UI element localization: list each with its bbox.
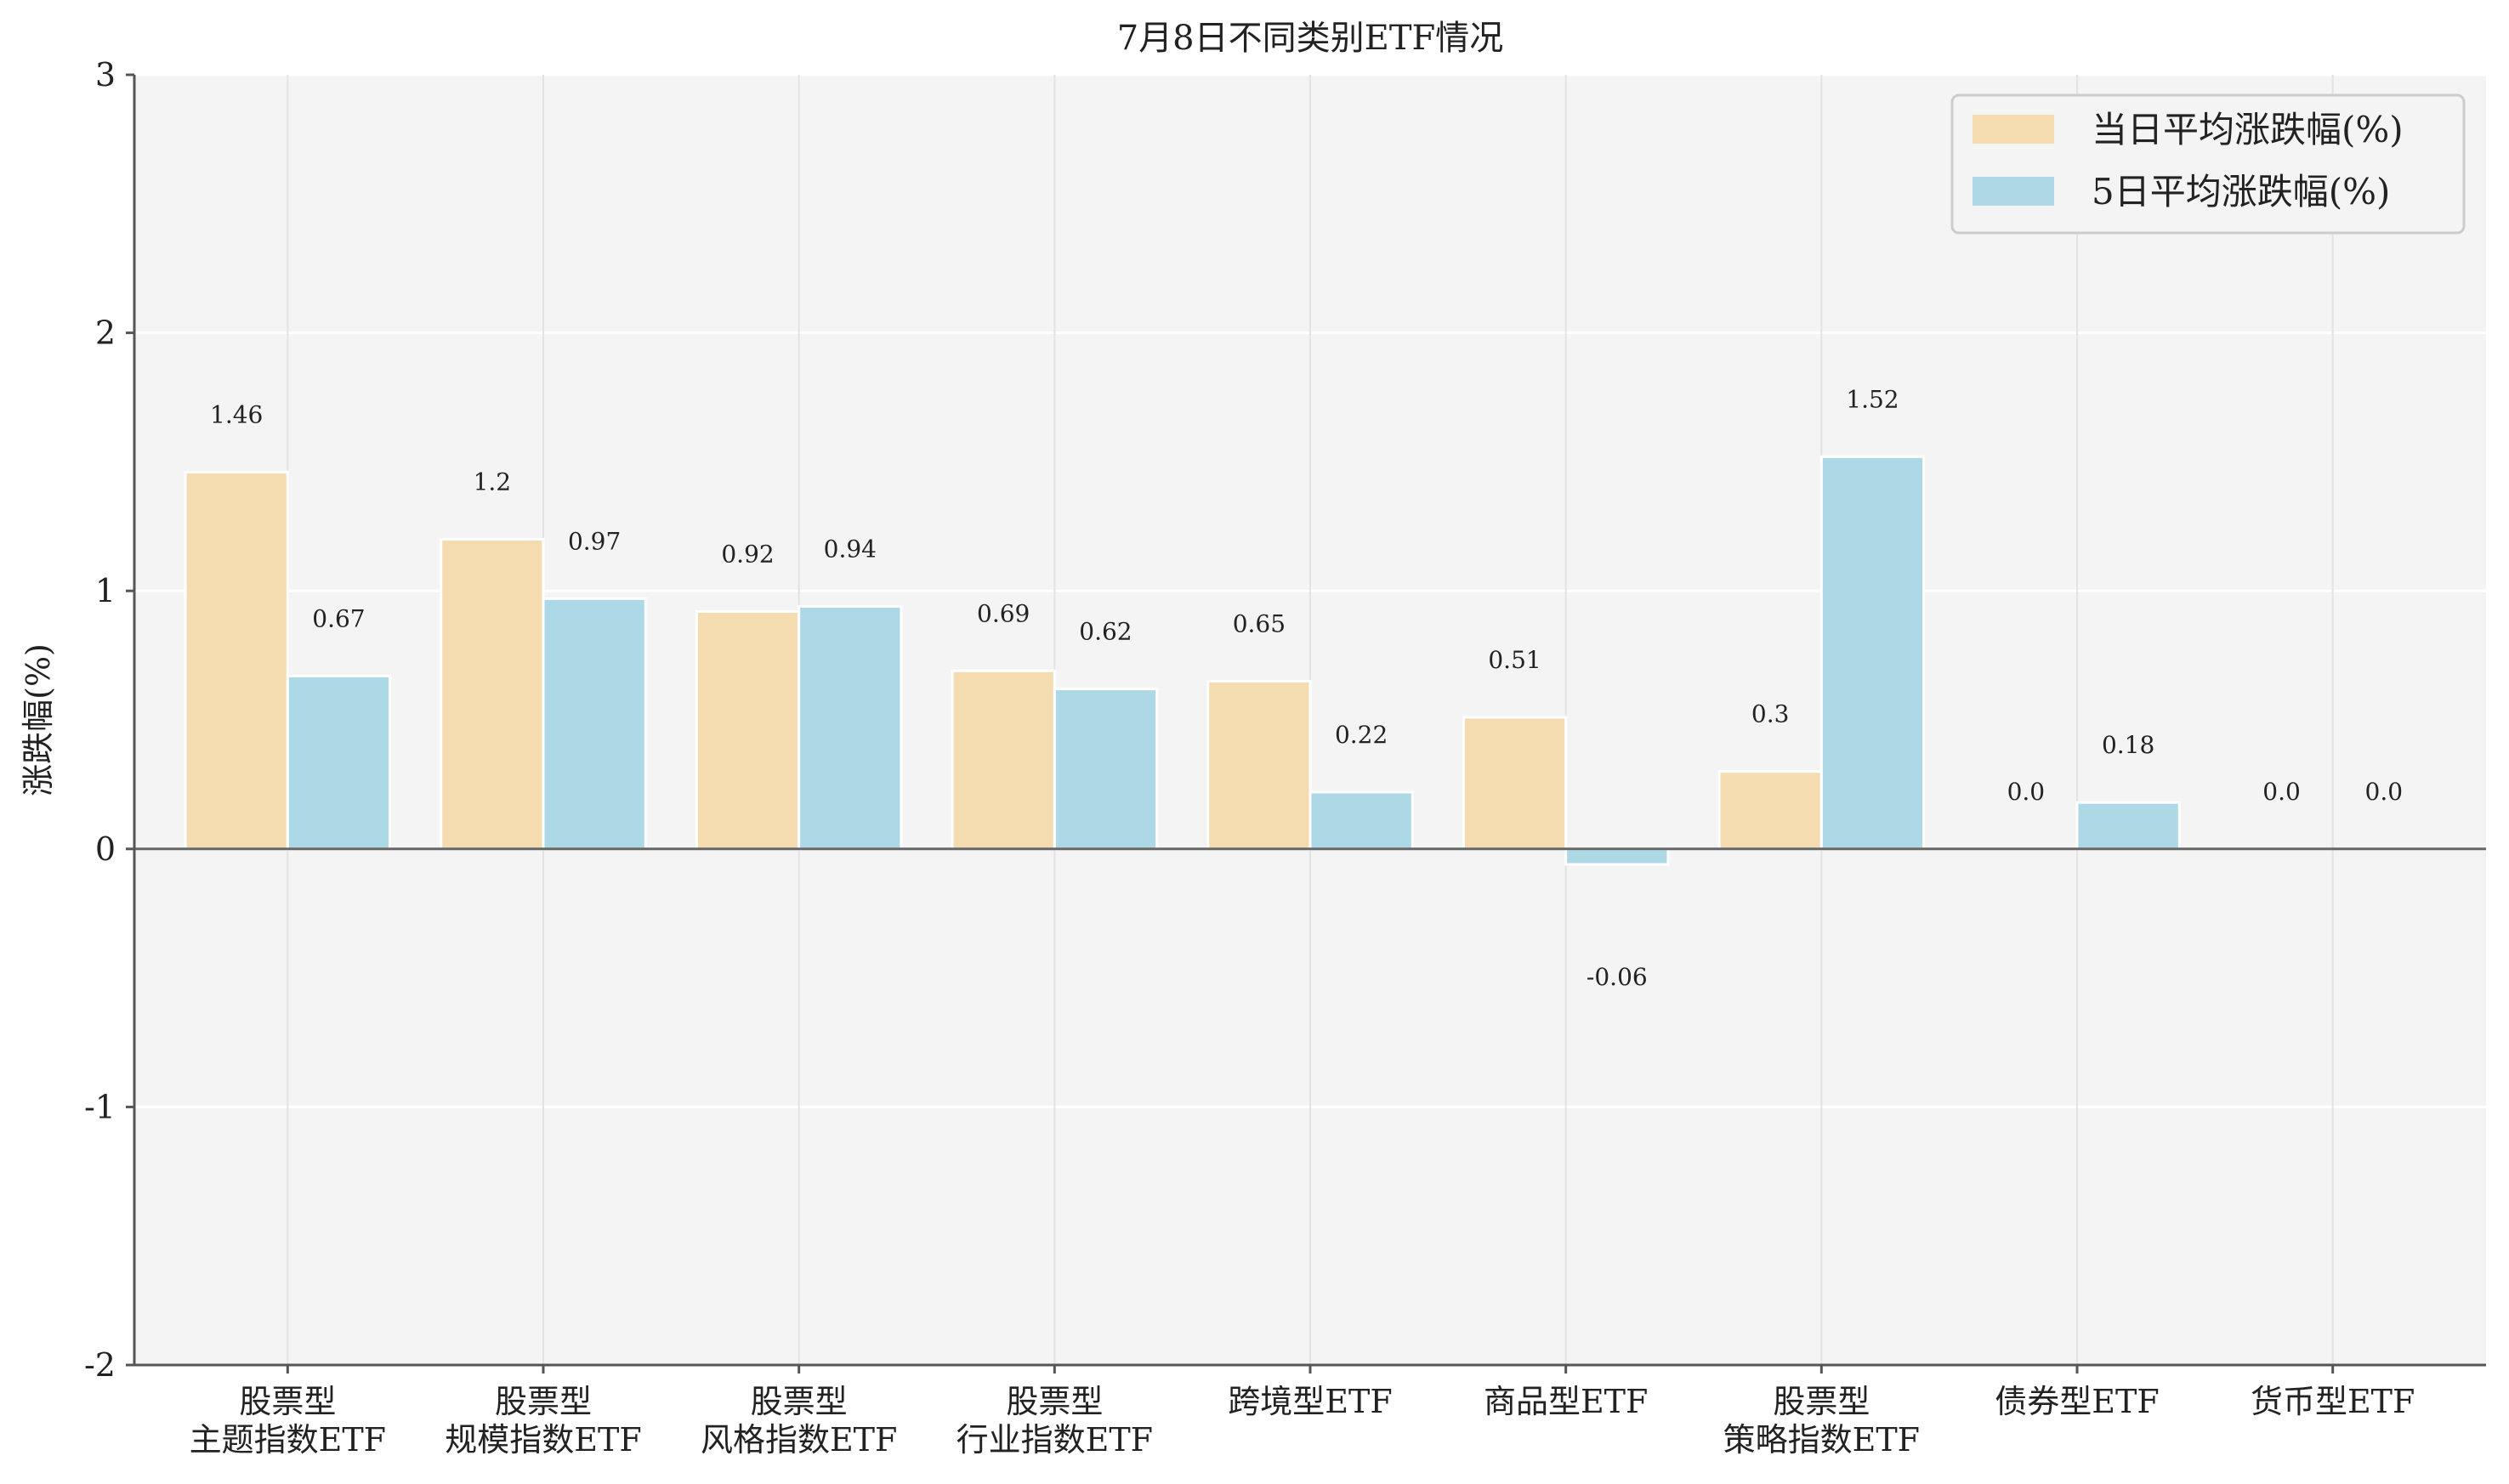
bar-5day: [542, 597, 647, 851]
x-tick-label: 股票型: [1006, 1383, 1103, 1420]
data-label: 1.46: [210, 401, 263, 429]
x-tick-label: 股票型: [239, 1383, 336, 1420]
data-label: 0.65: [1233, 609, 1286, 637]
data-label: 1.2: [474, 467, 512, 496]
bar-daily: [1462, 716, 1568, 851]
x-tick-label: 主题指数ETF: [190, 1421, 386, 1459]
y-tick-label: 2: [95, 314, 116, 352]
bar-5day: [1564, 847, 1670, 866]
bar-daily: [695, 609, 801, 851]
legend: 当日平均涨跌幅(%) 5日平均涨跌幅(%): [1950, 93, 2466, 235]
x-tick-label: 商品型ETF: [1484, 1383, 1648, 1420]
legend-label-5day: 5日平均涨跌幅(%): [2092, 171, 2390, 212]
data-label: 0.62: [1079, 618, 1132, 646]
x-tick-label: 债券型ETF: [1995, 1383, 2159, 1420]
legend-label-daily: 当日平均涨跌幅(%): [2092, 109, 2404, 150]
y-tick-labels: -2 -1 0 1 2 3: [84, 56, 134, 1384]
data-label: 0.3: [1751, 700, 1790, 728]
x-tick-label: 行业指数ETF: [956, 1421, 1153, 1459]
bar-5day: [1308, 790, 1414, 851]
data-label: 0.0: [2262, 778, 2301, 806]
bar-5day: [286, 674, 392, 851]
y-tick-label: 3: [95, 56, 116, 93]
y-tick-label: -1: [84, 1088, 116, 1125]
legend-box: [1950, 93, 2466, 235]
x-tick-label: 跨境型ETF: [1228, 1383, 1392, 1420]
data-label: 1.52: [1846, 385, 1899, 413]
data-label: 0.0: [2365, 778, 2404, 806]
data-labels: 1.46 1.2 0.92 0.69 0.65 0.51 0.3 0.0 0.0 0.67 0.97…: [210, 385, 2403, 991]
bars: [184, 455, 2181, 866]
data-label: 0.92: [721, 540, 774, 568]
bar-5day: [1053, 688, 1159, 851]
data-label: 0.97: [568, 527, 621, 555]
bar-daily: [951, 669, 1056, 851]
x-tick-label: 货币型ETF: [2251, 1383, 2415, 1420]
x-tick-label: 策略指数ETF: [1723, 1421, 1920, 1459]
y-tick-label: 0: [95, 830, 116, 868]
bar-daily: [440, 537, 545, 851]
data-label: 0.18: [2102, 731, 2154, 759]
data-label: 0.67: [312, 604, 365, 632]
data-label: 0.94: [824, 535, 877, 563]
x-tick-label: 股票型: [1773, 1383, 1870, 1420]
bar-5day: [1819, 455, 1926, 851]
y-axis-label: 涨跌幅(%): [20, 643, 57, 796]
y-tick-label: 1: [95, 572, 116, 609]
data-label: 0.51: [1488, 646, 1541, 674]
x-tick-label: 规模指数ETF: [445, 1421, 641, 1459]
chart-title: 7月8日不同类别ETF情况: [1117, 19, 1504, 58]
x-tick-label: 股票型: [751, 1383, 848, 1420]
bar-5day: [798, 604, 903, 851]
bar-daily: [1206, 679, 1312, 851]
bar-daily: [184, 471, 289, 851]
y-tick-label: -2: [84, 1346, 116, 1384]
data-label: 0.69: [977, 599, 1030, 627]
x-category-labels: 股票型主题指数ETF股票型规模指数ETF股票型风格指数ETF股票型行业指数ETF…: [190, 1365, 2415, 1459]
bar-5day: [2075, 801, 2181, 851]
x-tick-label: 风格指数ETF: [701, 1421, 897, 1459]
data-label: 0.0: [2007, 778, 2046, 806]
legend-swatch-5day: [1973, 177, 2054, 206]
x-tick-label: 股票型: [495, 1383, 592, 1420]
bar-daily: [1717, 770, 1823, 851]
data-label: -0.06: [1587, 963, 1648, 991]
data-label: 0.22: [1335, 721, 1388, 749]
legend-swatch-daily: [1973, 115, 2054, 144]
